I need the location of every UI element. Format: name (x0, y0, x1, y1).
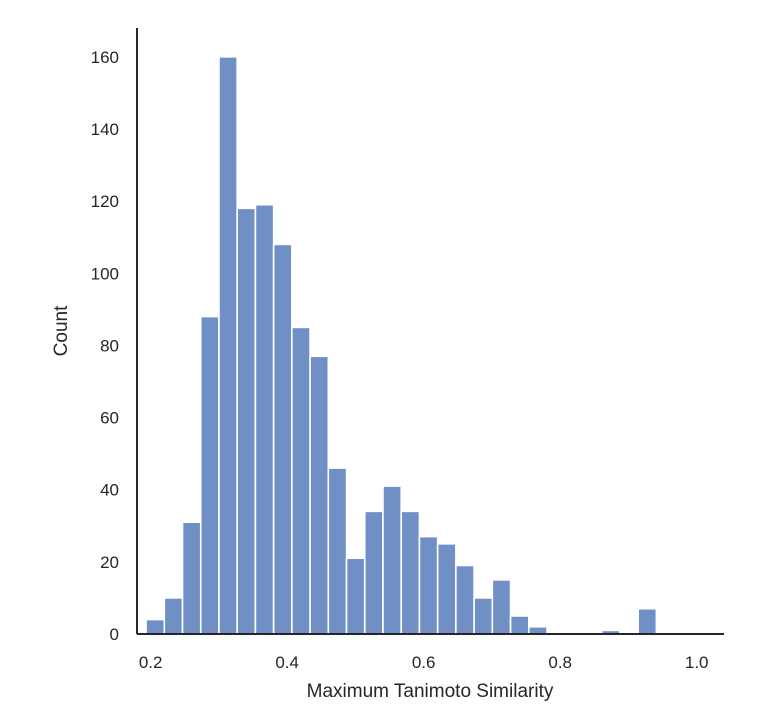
histogram-bar (309, 355, 330, 635)
histogram-bar (418, 535, 439, 635)
histogram-bar (637, 607, 658, 635)
histogram-bar (473, 597, 494, 635)
histogram-bar (218, 56, 238, 635)
histogram-bar (199, 315, 220, 635)
histogram-bar (527, 625, 548, 635)
histogram-bar (291, 326, 311, 635)
x-tick-label: 0.6 (412, 653, 436, 672)
histogram-bar (436, 543, 457, 635)
histogram-bar (400, 510, 421, 635)
x-axis-title: Maximum Tanimoto Similarity (307, 681, 554, 702)
histogram-bar (455, 564, 475, 635)
y-tick-labels: 0 20 40 60 80 100 120 140 160 (91, 48, 119, 644)
histogram-bar (181, 521, 202, 635)
y-tick-label: 60 (100, 409, 119, 428)
histogram-bar (163, 597, 184, 635)
histogram-bar (272, 243, 293, 635)
histogram-bar (254, 203, 275, 635)
histogram-bar (509, 615, 530, 635)
histogram-bar (491, 579, 512, 635)
y-tick-label: 100 (91, 264, 119, 283)
histogram-bar (327, 467, 348, 635)
x-tick-label: 0.8 (548, 653, 572, 672)
x-tick-label: 0.4 (275, 653, 299, 672)
histogram-bar (363, 510, 384, 635)
histogram-bar (345, 557, 366, 635)
y-tick-label: 160 (91, 48, 119, 67)
y-tick-label: 0 (110, 625, 119, 644)
histogram-bar (236, 207, 257, 635)
y-tick-label: 120 (91, 192, 119, 211)
y-tick-label: 20 (100, 553, 119, 572)
x-tick-label: 0.2 (139, 653, 163, 672)
y-tick-label: 80 (100, 336, 119, 355)
y-axis-title: Count (51, 305, 72, 356)
bars-group (145, 56, 658, 635)
histogram-bar (145, 618, 166, 635)
x-tick-label: 1.0 (685, 653, 709, 672)
y-tick-label: 40 (100, 481, 119, 500)
histogram-bar (382, 485, 403, 635)
y-tick-label: 140 (91, 120, 119, 139)
x-tick-labels: 0.2 0.4 0.6 0.8 1.0 (139, 653, 709, 672)
